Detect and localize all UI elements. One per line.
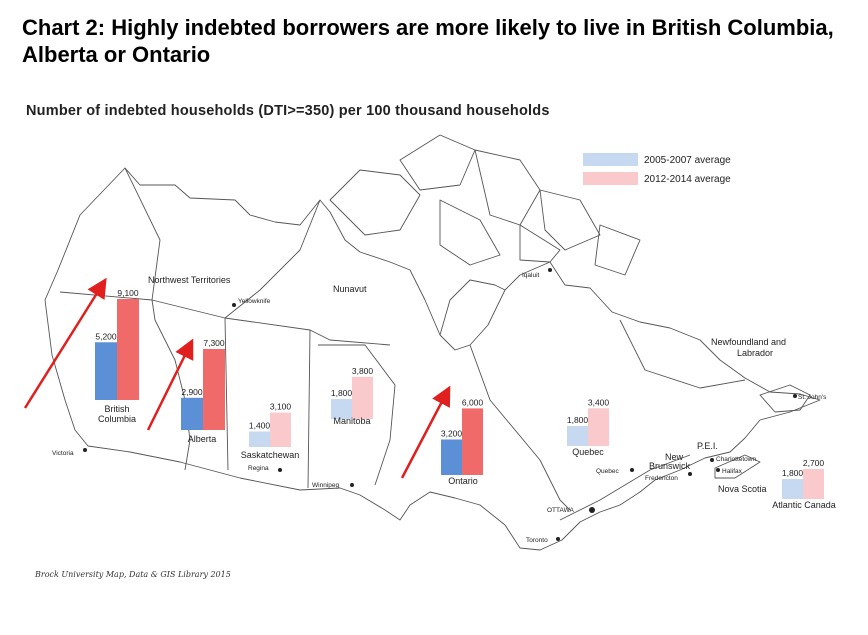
label-stjohns: St. John's [798,394,827,401]
label-new-brunswick-1: New [665,452,684,462]
data-label-manitoba-2012-2014: 3,800 [352,366,374,376]
label-pei: P.E.I. [697,441,718,451]
map-nova-scotia [714,454,761,479]
label-ottawa: OTTAWA [547,507,575,514]
label-toronto: Toronto [526,537,548,544]
label-regina: Regina [248,465,269,472]
label-victoria: Victoria [52,450,74,457]
bar-quebec-2012-2014 [588,408,609,446]
data-label-atlantic-canada-2012-2014: 2,700 [803,458,825,468]
bar-manitoba-2005-2007 [331,399,352,419]
label-iqaluit: Iqaluit [522,272,540,279]
region-label-atlantic-canada: Atlantic Canada [772,500,836,510]
chart-title: Chart 2: Highly indebted borrowers are m… [22,15,834,67]
map-outline-mainland [44,167,821,551]
region-label-ontario: Ontario [448,476,478,486]
arrow-ontario [400,385,451,479]
city-dot-victoria [83,448,87,452]
map-border-yukon [124,167,161,301]
data-label-quebec-2012-2014: 3,400 [588,397,610,407]
city-dot-halifax [716,468,720,472]
city-dot-toronto [556,537,560,541]
city-dot-iqaluit [548,268,552,272]
map-border-on-qc [469,344,571,511]
map-credit: Brock University Map, Data & GIS Library… [35,570,231,579]
data-label-alberta-2012-2014: 7,300 [203,338,225,348]
bar-saskatchewan-2005-2007 [249,431,270,447]
map-border-ab-sk [224,317,229,471]
map-hudson-bay-shore [439,279,506,336]
data-label-british-columbia-2005-2007: 5,200 [95,331,117,341]
label-winnipeg: Winnipeg [312,482,339,489]
arrow-british-columbia [23,277,107,409]
region-label-quebec: Quebec [572,447,604,457]
bar-saskatchewan-2012-2014 [270,412,291,447]
bar-quebec-2005-2007 [567,426,588,446]
map-border-bc-ab [151,299,191,471]
region-label-saskatchewan: Saskatchewan [241,450,300,460]
bar-ontario-2005-2007 [441,439,462,475]
city-dot-yellowknife [232,303,236,307]
label-quebec-city: Quebec [596,468,620,475]
bar-atlantic-canada-2005-2007 [782,479,803,499]
legend-label-2012-2014: 2012-2014 average [644,174,731,185]
label-nova-scotia: Nova Scotia [718,484,767,494]
data-label-ontario-2012-2014: 6,000 [462,397,484,407]
data-label-saskatchewan-2012-2014: 3,100 [270,402,292,412]
arrow-alberta [146,338,194,431]
data-label-atlantic-canada-2005-2007: 1,800 [782,468,804,478]
region-label-british-columbia-1: British [104,404,129,414]
label-fredericton: Fredericton [645,475,678,482]
data-label-british-columbia-2012-2014: 9,100 [117,288,139,298]
chart-subtitle: Number of indebted households (DTI>=350)… [26,103,550,119]
label-halifax: Halifax [722,468,743,475]
map-newfoundland [759,384,811,413]
map-border-mb-on [318,344,396,486]
data-label-quebec-2005-2007: 1,800 [567,415,589,425]
bar-british-columbia-2005-2007 [95,342,117,400]
city-dot-stjohns [793,394,797,398]
city-dot-charlottetown [710,458,714,462]
label-new-brunswick-2: Brunswick [649,461,691,471]
data-label-manitoba-2005-2007: 1,800 [331,388,353,398]
label-charlottetown: Charlottetown [716,456,756,463]
legend-swatch-2005-2007 [583,153,638,166]
bar-alberta-2005-2007 [181,397,203,430]
city-dot-ottawa [589,507,595,513]
data-label-ontario-2005-2007: 3,200 [441,428,463,438]
city-dot-regina [278,468,282,472]
data-label-saskatchewan-2005-2007: 1,400 [249,420,271,430]
data-label-alberta-2005-2007: 2,900 [181,387,203,397]
region-label-manitoba: Manitoba [333,416,370,426]
region-label-british-columbia-2: Columbia [98,414,136,424]
region-label-alberta: Alberta [188,434,217,444]
bar-alberta-2012-2014 [203,348,225,430]
bar-ontario-2012-2014 [462,408,483,475]
map-border-60th [59,291,391,346]
map-border-sk-mb [307,329,311,489]
city-dot-winnipeg [350,483,354,487]
map-arctic-islands [329,134,641,276]
label-nwt: Northwest Territories [148,275,231,285]
city-dot-quebec [630,468,634,472]
label-newfoundland-2: Labrador [737,348,773,358]
bar-manitoba-2012-2014 [352,376,373,419]
legend-label-2005-2007: 2005-2007 average [644,155,731,166]
bar-atlantic-canada-2012-2014 [803,469,824,499]
city-dot-fredericton [688,472,692,476]
legend-swatch-2012-2014 [583,172,638,185]
map-border-nwt-nunavut [224,199,321,319]
map-st-lawrence [559,454,691,521]
map-border-qc-lab [619,319,746,389]
bar-british-columbia-2012-2014 [117,298,139,400]
label-newfoundland-1: Newfoundland and [711,337,786,347]
label-nunavut: Nunavut [333,284,367,294]
label-yellowknife: Yellowknife [238,298,271,305]
